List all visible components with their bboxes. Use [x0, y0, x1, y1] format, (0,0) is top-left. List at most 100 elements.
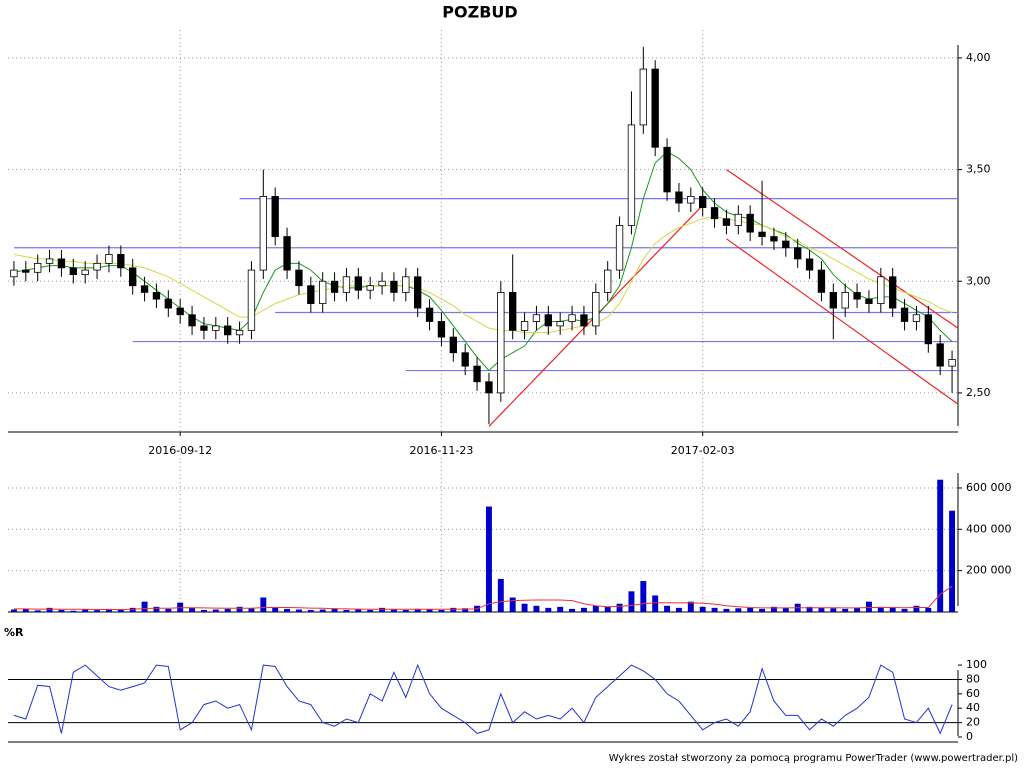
x-tick-label: 2016-11-23	[409, 444, 473, 457]
candle-body	[449, 336, 457, 354]
candle-body	[81, 269, 89, 275]
candle-body	[794, 247, 802, 260]
volume-bar	[592, 605, 599, 612]
volume-bar	[770, 606, 777, 612]
y-tick-label: 600 000	[966, 481, 1012, 494]
candle-body	[366, 285, 374, 291]
candle-body	[805, 258, 814, 271]
volume-bar	[105, 608, 112, 612]
volume-bar	[937, 479, 944, 612]
candle-body	[402, 276, 410, 293]
volume-bar	[854, 607, 861, 612]
candle-body	[437, 321, 446, 338]
candle-body	[877, 276, 885, 304]
volume-bar	[379, 607, 386, 612]
trend-line	[726, 238, 959, 405]
y-tick-label: 40	[966, 701, 980, 714]
y-tick-label: 20	[966, 716, 980, 729]
volume-bar	[82, 609, 89, 612]
candle-body	[461, 352, 469, 367]
y-tick-label: 100	[966, 658, 987, 671]
x-tick-label: 2017-02-03	[671, 444, 735, 457]
candle-body	[520, 321, 529, 331]
volume-bar	[295, 609, 302, 612]
volume-bar	[687, 601, 694, 612]
indicator-title: %R	[4, 626, 24, 639]
candle-body	[342, 276, 351, 293]
y-tick-label: 3,00	[966, 274, 991, 287]
volume-bar	[22, 608, 29, 612]
volume-bar	[200, 609, 207, 612]
volume-bar	[842, 608, 849, 612]
volume-bar	[343, 609, 350, 612]
volume-bar	[604, 606, 611, 612]
candle-body	[853, 292, 861, 300]
candle-body	[45, 258, 54, 264]
candle-body	[592, 292, 600, 327]
chart-title: POZBUD	[442, 3, 517, 22]
indicator-line	[13, 663, 953, 735]
candle-body	[770, 236, 778, 242]
volume-bar	[462, 608, 469, 612]
candle-body	[568, 314, 576, 322]
candle-body	[473, 365, 481, 383]
volume-bar	[640, 580, 647, 612]
candle-body	[556, 321, 564, 327]
candle-body	[829, 292, 837, 309]
candle-body	[924, 314, 932, 345]
volume-bar	[675, 607, 682, 612]
volume-bar	[34, 610, 41, 612]
candle-body	[235, 329, 244, 336]
volume-bar	[497, 578, 504, 612]
candle-body	[497, 292, 505, 394]
y-tick-label: 60	[966, 687, 980, 700]
candle-body	[912, 314, 921, 322]
candle-body	[699, 195, 707, 208]
volume-bar	[307, 609, 314, 612]
volume-bar	[747, 607, 754, 612]
volume-bar	[260, 597, 267, 612]
candle-body	[651, 68, 659, 148]
volume-bar	[224, 608, 231, 612]
volume-bar	[628, 591, 635, 612]
volume-bar	[189, 607, 196, 612]
volume-bar	[877, 606, 884, 612]
candle-body	[378, 280, 386, 287]
volume-bar	[10, 609, 17, 612]
volume-bar	[509, 597, 516, 612]
volume-bar	[141, 601, 148, 612]
volume-bar	[806, 606, 813, 612]
y-tick-label: 0	[966, 730, 973, 743]
volume-bar	[901, 608, 908, 612]
volume-bar	[367, 609, 374, 612]
volume-bar	[248, 608, 255, 612]
volume-bar	[616, 603, 623, 612]
moving-average	[13, 215, 953, 334]
candle-body	[687, 195, 695, 204]
candle-body	[57, 258, 66, 269]
trend-line	[726, 169, 959, 329]
candle-body	[354, 276, 362, 291]
candle-body	[247, 269, 256, 331]
candle-body	[105, 254, 113, 264]
volume-bar	[390, 609, 397, 612]
volume-bar	[284, 608, 291, 612]
y-tick-label: 2,50	[966, 386, 991, 399]
volume-bar	[212, 609, 219, 612]
volume-bar	[521, 603, 528, 612]
volume-bar	[889, 607, 896, 612]
volume-bar	[830, 608, 837, 612]
candle-body	[22, 269, 30, 273]
candle-body	[34, 262, 42, 273]
candle-body	[200, 325, 208, 331]
volume-bar	[818, 607, 825, 612]
candle-body	[188, 314, 196, 327]
volume-bar	[165, 608, 172, 612]
volume-bar	[236, 606, 243, 612]
volume-bar	[580, 607, 587, 612]
volume-average	[13, 585, 953, 610]
candle-body	[544, 314, 552, 327]
volume-bar	[485, 506, 492, 612]
volume-bar	[557, 606, 564, 612]
candle-body	[865, 298, 873, 304]
